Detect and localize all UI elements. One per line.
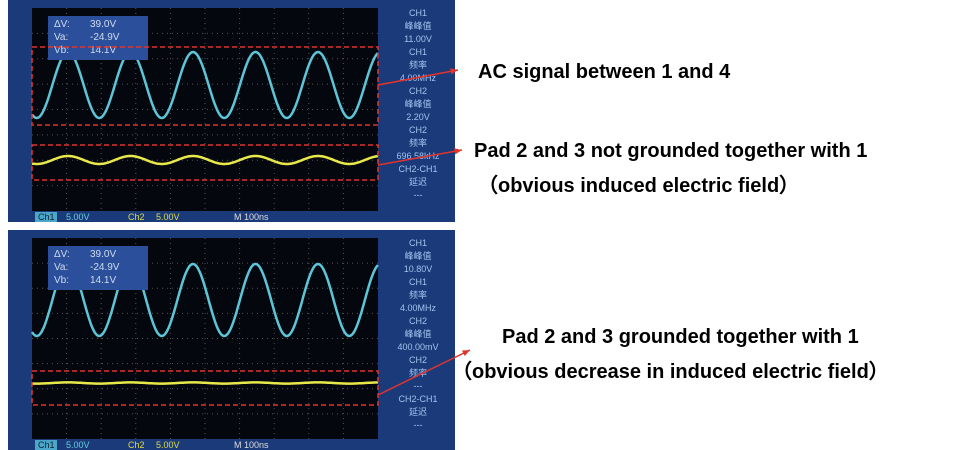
- measure-text: ---: [414, 381, 423, 391]
- measure-text: 11.00V: [404, 34, 432, 44]
- status-text: M 100ns: [234, 440, 269, 450]
- cursor-value: -24.9V: [90, 262, 120, 273]
- measure-text: 峰峰值: [404, 98, 431, 109]
- measure-text: 10.80V: [404, 264, 433, 274]
- status-text: 5.00V: [66, 212, 90, 222]
- figure: AC signal between 1 and 4 Pad 2 and 3 no…: [0, 0, 968, 450]
- cursor-value: 39.0V: [90, 249, 116, 260]
- status-text: 5.00V: [66, 440, 90, 450]
- measure-text: 峰峰值: [404, 328, 431, 339]
- annotation: AC signal between 1 and 4: [478, 61, 731, 83]
- arrow-head: [454, 148, 462, 154]
- status-text: Ch1: [38, 440, 55, 450]
- measure-text: CH1: [409, 47, 427, 57]
- status-text: Ch1: [38, 212, 55, 222]
- measure-text: CH2-CH1: [398, 394, 437, 404]
- status-text: M 100ns: [234, 212, 269, 222]
- measure-text: 峰峰值: [404, 20, 431, 31]
- measure-text: CH2: [409, 86, 427, 96]
- cursor-value: 39.0V: [90, 19, 116, 30]
- measure-text: 频率: [409, 289, 427, 300]
- measure-text: 延迟: [409, 176, 427, 187]
- measure-text: 峰峰值: [404, 250, 431, 261]
- measure-text: 400.00mV: [397, 342, 438, 352]
- measure-text: CH2: [409, 125, 427, 135]
- measure-text: CH1: [409, 238, 427, 248]
- measure-text: CH2: [409, 355, 427, 365]
- measure-text: CH1: [409, 277, 427, 287]
- status-text: 5.00V: [156, 440, 180, 450]
- cursor-value: -24.9V: [90, 32, 120, 43]
- status-text: Ch2: [128, 440, 145, 450]
- cursor-value: 14.1V: [90, 275, 116, 286]
- measure-text: 频率: [409, 59, 427, 70]
- annotation: Pad 2 and 3 grounded together with 1: [502, 326, 859, 348]
- cursor-label: Vb:: [54, 275, 69, 286]
- ch2-waveform: [32, 382, 378, 383]
- cursor-label: ΔV:: [54, 249, 70, 260]
- status-text: 5.00V: [156, 212, 180, 222]
- measure-text: 延迟: [409, 406, 427, 417]
- measure-text: ---: [414, 190, 423, 200]
- measure-text: CH2-CH1: [398, 164, 437, 174]
- measure-text: CH2: [409, 316, 427, 326]
- measure-text: 频率: [409, 137, 427, 148]
- measure-text: 2.20V: [406, 112, 430, 122]
- measure-text: 4.00MHz: [400, 303, 437, 313]
- cursor-label: ΔV:: [54, 19, 70, 30]
- annotation: （obvious decrease in induced electric fi…: [452, 360, 889, 383]
- measure-text: CH1: [409, 8, 427, 18]
- annotation: Pad 2 and 3 not grounded together with 1: [474, 140, 867, 162]
- measure-text: 696.58kHz: [396, 151, 440, 161]
- measure-text: ---: [414, 420, 423, 430]
- cursor-label: Va:: [54, 32, 68, 43]
- cursor-label: Va:: [54, 262, 68, 273]
- annotation: （obvious induced electric field）: [478, 174, 799, 197]
- status-text: Ch2: [128, 212, 145, 222]
